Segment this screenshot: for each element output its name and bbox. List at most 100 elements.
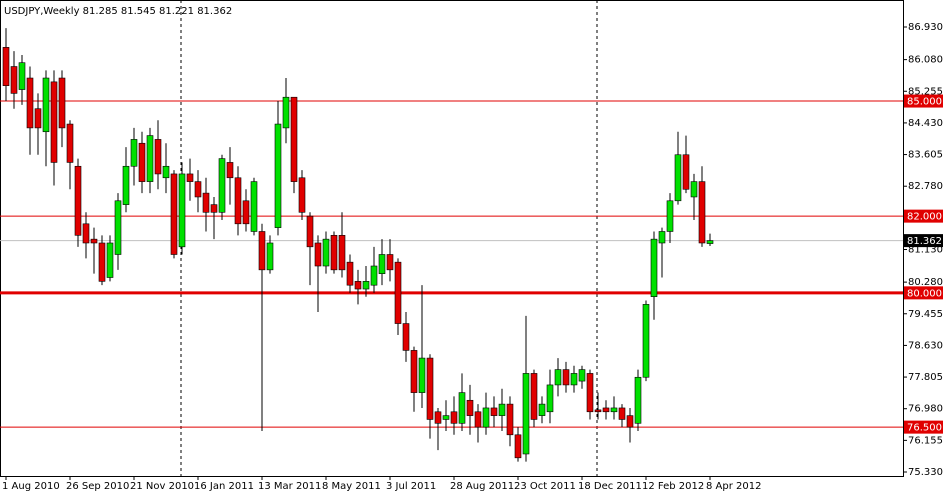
candle-body [162,165,170,179]
candle-body [370,265,378,286]
level-label-box [904,94,943,108]
candle-body [42,77,50,133]
candle-body [658,231,666,244]
candle-body [50,81,58,163]
candle-body [2,47,10,87]
candle-body [690,181,698,198]
candle-body [522,373,530,455]
candle-body [666,200,674,232]
candle-body [626,415,634,428]
candle-body [154,139,162,175]
y-tick-label: 86.080 [908,55,943,66]
candle-body [570,373,578,386]
x-tick-label: 3 Jul 2011 [386,481,436,492]
candle-body [354,281,362,290]
candle-body [682,154,690,190]
y-tick-label: 83.605 [908,150,943,161]
candle-body [90,238,98,244]
candle-body [634,376,642,424]
y-tick-label: 82.780 [908,181,943,192]
candle-body [434,411,442,424]
candle-body [330,235,338,271]
y-tick-label: 78.630 [908,340,943,351]
candle-body [642,304,650,378]
candle-body [234,177,242,225]
candle-body [602,407,610,413]
candle-body [554,369,562,386]
x-tick-label: 23 Oct 2011 [514,481,576,492]
candle-body [146,135,154,182]
candle-body [610,407,618,413]
candle-body [290,96,298,182]
candle-body [394,261,402,324]
candle-body [578,369,586,382]
candle-body [250,181,258,232]
candle-body [498,403,506,416]
candle-body [58,77,66,129]
candle-body [306,215,314,248]
candle-body [402,323,410,351]
candle-body [474,411,482,428]
candle-body [74,165,82,236]
y-tick-label: 81.130 [908,245,943,256]
candle-body [202,192,210,213]
y-tick-label: 76.155 [908,435,943,446]
candle-body [66,123,74,163]
candle-body [514,434,522,459]
candle-body [466,399,474,416]
candle-body [10,66,18,94]
y-tick-label: 77.805 [908,372,943,383]
candle-body [546,384,554,413]
chart-title: USDJPY,Weekly 81.285 81.545 81.221 81.36… [4,6,232,17]
candle-body [378,254,386,274]
candle-body [594,409,602,413]
candle-body [506,403,514,436]
candle-body [34,108,42,129]
candle-body [442,415,450,420]
candle-body [138,142,146,182]
candle-body [282,96,290,129]
x-tick-label: 18 Dec 2011 [578,481,642,492]
x-tick-label: 13 Mar 2011 [258,481,321,492]
candle-body [122,165,130,205]
candle-body [298,177,306,213]
candle-body [458,392,466,424]
candle-body [538,403,546,416]
y-tick-label: 85.255 [908,86,943,97]
candle-body [562,369,570,386]
candle-body [178,173,186,248]
level-label-box [904,209,943,223]
candle-body [314,242,322,267]
candle-body [530,373,538,420]
level-label: 85.000 [907,97,942,108]
candle-body [242,200,250,225]
x-tick-label: 16 Jan 2011 [194,481,254,492]
candle-body [386,254,394,271]
candle-body [274,123,282,228]
candle-body [98,242,106,282]
candle-body [210,204,218,213]
marks [0,28,903,462]
candle-body [106,242,114,278]
candle-body [266,242,274,271]
candle-body [218,158,226,213]
x-tick-label: 8 Apr 2012 [706,481,761,492]
x-tick-label: 12 Feb 2012 [642,481,704,492]
candle-body [322,238,330,267]
candle-body [26,77,34,129]
candle-body [130,139,138,167]
candle-body [450,411,458,424]
x-tick-label: 1 Aug 2010 [2,481,60,492]
plot-frame [0,0,904,477]
candle-body [338,235,346,271]
level-label: 81.362 [907,236,942,247]
candle-body [170,173,178,255]
candle-body [618,407,626,420]
level-label: 76.500 [907,423,942,434]
candle-body [362,281,370,290]
candle-body [490,407,498,416]
candle-body [194,181,202,198]
candle-body [586,373,594,413]
